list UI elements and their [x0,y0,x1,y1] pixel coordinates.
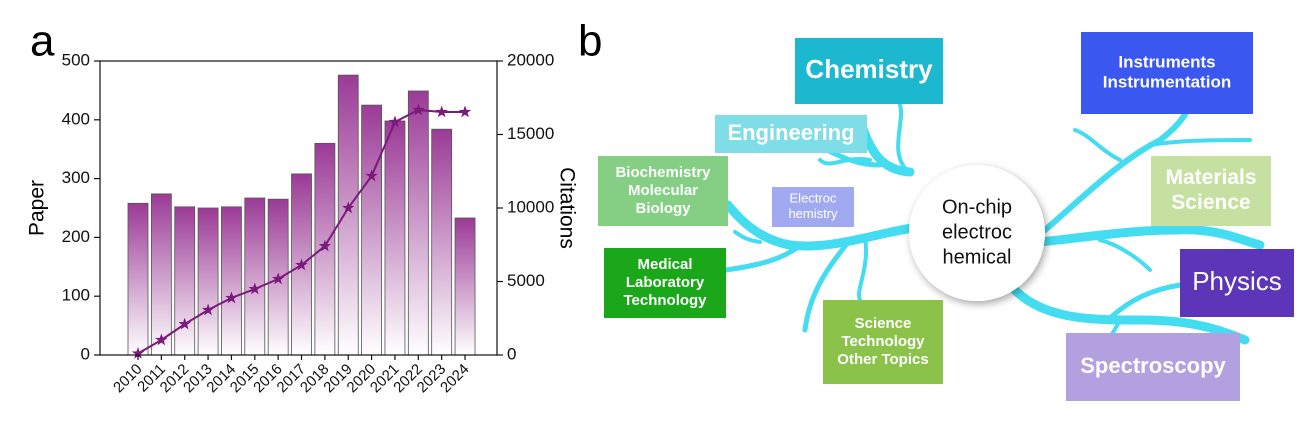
star-marker [435,105,448,118]
topic-box [795,38,943,104]
center-label: electroc [942,221,1012,243]
topic-label: Materials [1165,166,1256,189]
topic-label: Biochemistry [615,164,711,181]
center-label: hemical [943,246,1012,268]
star-marker [155,333,168,346]
bar [337,74,359,356]
star-marker [272,272,285,285]
y-tick-label: 0 [81,344,90,363]
topic-label: Science [1171,191,1250,214]
topic-label: hemistry [788,206,838,221]
star-marker [412,103,425,116]
topic-label: Technology [623,292,707,309]
star-marker [225,291,238,304]
topic-label: Technology [841,333,925,350]
star-marker [248,282,261,295]
topic-label: Other Topics [837,351,928,368]
plot-frame [99,60,498,356]
bar [314,142,336,356]
y-tick-label: 200 [62,227,90,246]
y-axis-title: Paper [26,180,49,236]
topic-label: Medical [637,256,692,273]
topic-box [1180,249,1294,317]
star-marker [342,201,355,214]
topic-label: Laboratory [626,274,705,291]
bar [174,206,196,356]
y-tick-label: 500 [62,50,90,69]
topic-label: Instrumentation [1103,73,1231,92]
topic-box [1151,156,1271,226]
bar [197,207,219,356]
star-marker [201,303,215,316]
star-marker [131,347,145,359]
star-marker [365,169,378,182]
topic-box [715,115,867,153]
topic-box [823,300,943,384]
bar [244,197,266,356]
y-tick-label: 100 [62,286,90,305]
y2-axis-title: Citations [555,167,578,249]
bar [454,217,476,356]
topic-label: Instruments [1118,52,1215,71]
y2-tick-label: 0 [507,344,516,363]
bar [384,120,406,356]
topic-box [1066,333,1240,401]
bar [431,128,453,356]
bar [150,193,172,356]
star-marker [458,105,472,118]
star-marker [318,239,332,252]
branches [723,97,1265,362]
topic-label: Spectroscopy [1080,353,1226,378]
bar [361,104,383,356]
topic-box [772,187,854,227]
y2-tick-label: 20000 [507,50,554,69]
topic-label: Electroc [790,191,837,206]
center-node [909,165,1045,301]
topic-label: Molecular [628,182,698,199]
topic-label: Science [855,315,912,332]
topic-label: Physics [1192,266,1282,296]
center-label: On-chip [942,196,1012,218]
y2-tick-label: 15000 [507,124,554,143]
y2-tick-label: 5000 [507,271,545,290]
topic-label: Engineering [727,120,854,145]
topic-box [604,248,726,318]
star-marker [295,258,308,271]
panel-label: a [30,17,55,66]
bar [221,206,242,356]
topic-label: Chemistry [805,54,933,84]
star-marker [388,115,402,128]
y-tick-label: 400 [62,109,90,128]
y2-tick-label: 10000 [507,197,554,216]
topic-box [1081,32,1253,114]
y-tick-label: 300 [62,168,90,187]
topic-box [598,156,728,226]
star-marker [178,317,191,330]
bar [127,202,149,356]
bar [407,90,429,356]
topic-label: Biology [636,200,692,217]
panel-label: b [578,17,602,66]
